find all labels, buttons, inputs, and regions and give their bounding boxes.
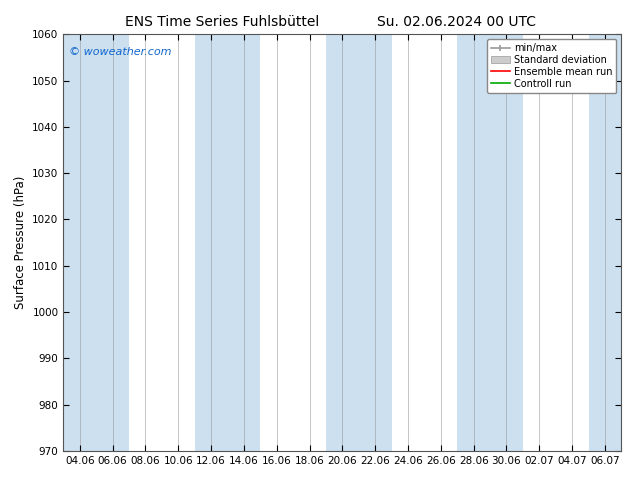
Y-axis label: Surface Pressure (hPa): Surface Pressure (hPa) (14, 176, 27, 309)
Text: © woweather.com: © woweather.com (69, 47, 171, 57)
Bar (63, 34, 129, 451)
Legend: min/max, Standard deviation, Ensemble mean run, Controll run: min/max, Standard deviation, Ensemble me… (487, 39, 616, 93)
Bar (326, 34, 392, 451)
Text: ENS Time Series Fuhlsbüttel: ENS Time Series Fuhlsbüttel (125, 15, 319, 29)
Bar (195, 34, 261, 451)
Text: Su. 02.06.2024 00 UTC: Su. 02.06.2024 00 UTC (377, 15, 536, 29)
Bar (457, 34, 523, 451)
Bar (588, 34, 621, 451)
